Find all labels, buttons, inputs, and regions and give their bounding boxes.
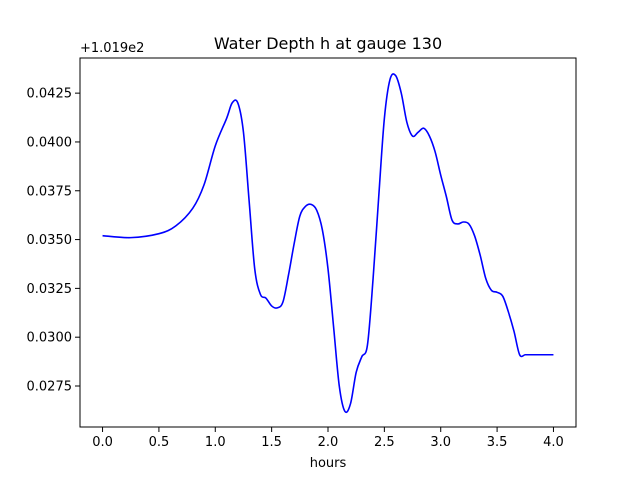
x-tick-label: 0.5 [149,435,170,450]
y-tick-label: 0.0275 [27,380,73,395]
x-tick-label: 2.5 [374,435,395,450]
y-tick-label: 0.0350 [27,233,73,248]
plot-area: 0.0 0.5 1.0 1.5 2.0 2.5 3.0 3.5 4.0 0.0275 0.0300 0… [27,57,577,450]
y-tick-label: 0.0400 [27,135,73,150]
chart-title: Water Depth h at gauge 130 [214,34,442,53]
y-axis-offset-label: +1.019e2 [80,41,144,56]
x-tick-label: 2.0 [318,435,339,450]
y-tick-label: 0.0325 [27,282,73,297]
x-tick-label: 1.5 [261,435,282,450]
plot-frame [79,57,577,428]
x-tick-label: 0.0 [92,435,113,450]
x-axis-title: hours [310,456,347,471]
x-tick-label: 4.0 [543,435,564,450]
x-tick-label: 1.0 [205,435,226,450]
data-series-line [102,73,554,414]
x-tick-label: 3.5 [487,435,508,450]
y-tick-label: 0.0375 [27,184,73,199]
y-tick-label: 0.0300 [27,331,73,346]
x-tick-label: 3.0 [430,435,451,450]
y-tick-label: 0.0425 [27,87,73,102]
